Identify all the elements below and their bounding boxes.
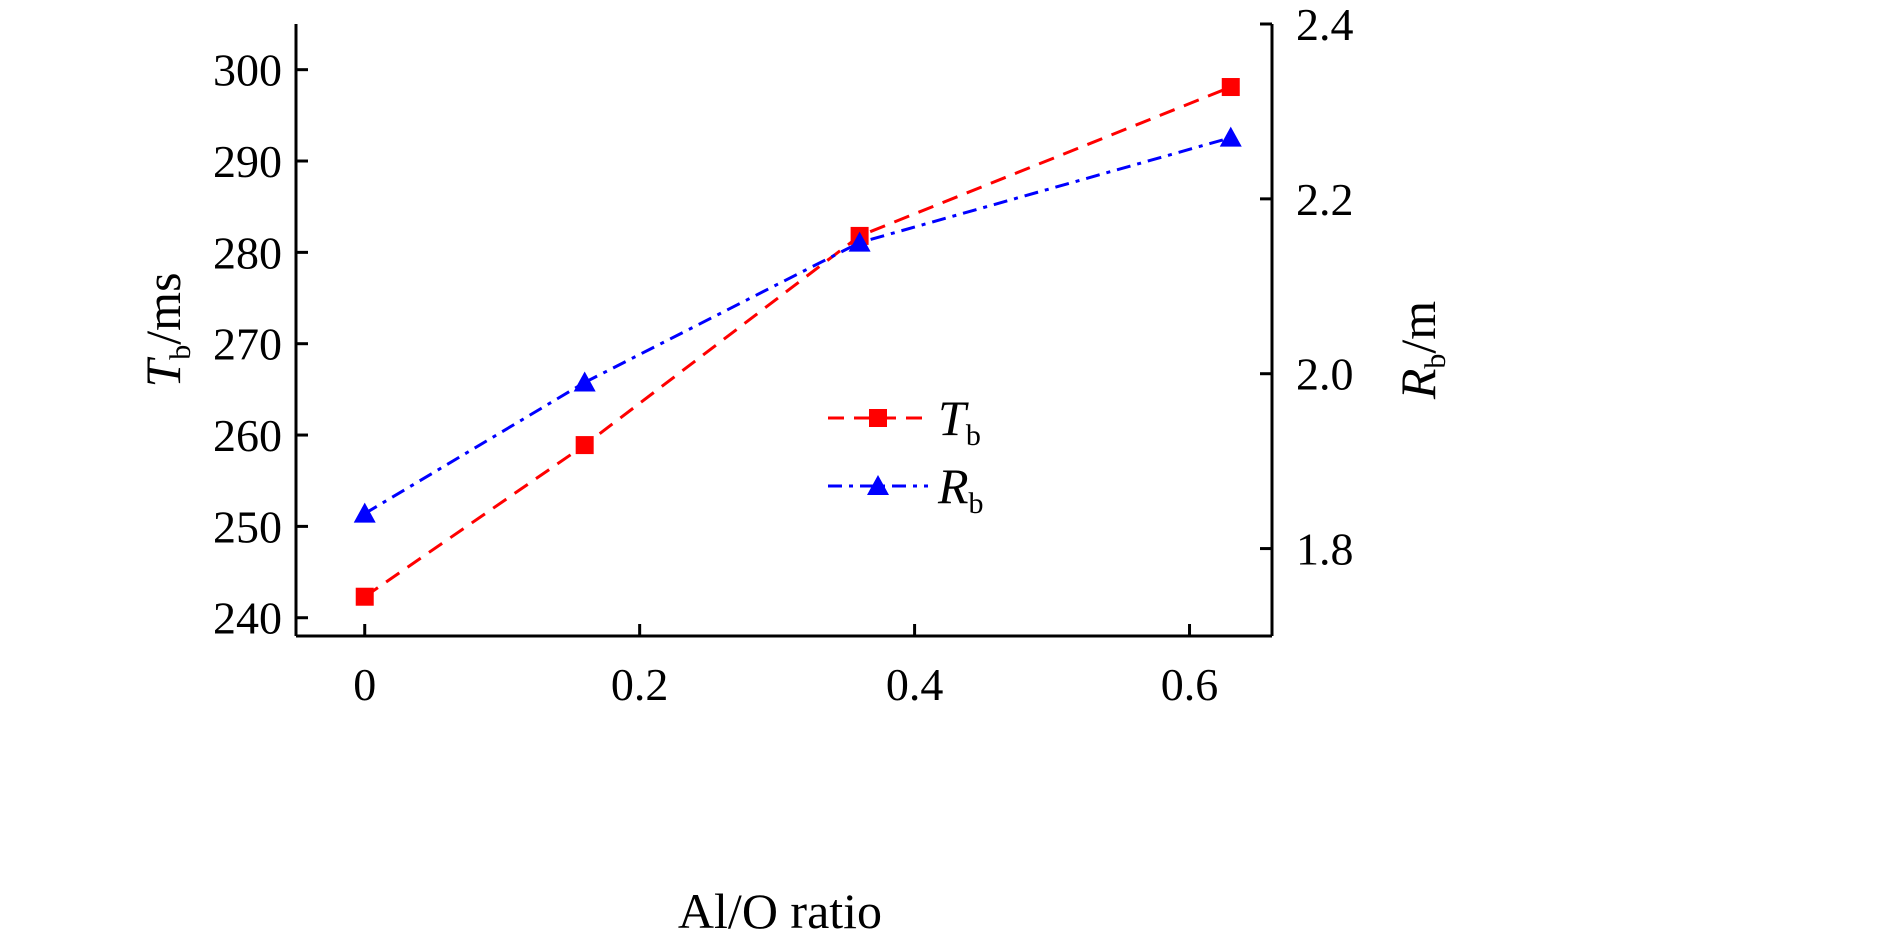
series-t xyxy=(355,78,1240,606)
x-tick-label: 0.6 xyxy=(1161,659,1219,710)
data-point xyxy=(575,436,594,455)
y-axis-title-unit: /ms xyxy=(135,272,191,344)
data-point xyxy=(1219,126,1242,147)
y2-axis-title-main: R xyxy=(1390,369,1446,401)
y-tick-label: 250 xyxy=(213,501,282,552)
data-point xyxy=(573,371,596,392)
legend-label: Rb xyxy=(937,458,984,520)
y-axis-title: Tb/ms xyxy=(135,272,197,387)
legend-label: Tb xyxy=(938,390,981,452)
x-tick-label: 0.4 xyxy=(886,659,944,710)
y2-axis-title-sub: b xyxy=(1419,354,1452,369)
y2-axis-title: Rb/m xyxy=(1390,301,1452,400)
series-line xyxy=(363,136,1232,515)
data-point xyxy=(848,231,871,252)
legend-item-r: Rb xyxy=(828,458,984,520)
data-point xyxy=(355,587,374,606)
series-r xyxy=(353,126,1242,523)
y-axis-title-sub: b xyxy=(164,345,197,360)
y-tick-label: 290 xyxy=(213,136,282,187)
series-layer xyxy=(353,78,1242,606)
legend-marker xyxy=(867,475,889,495)
legend-marker xyxy=(869,409,887,427)
y-tick-label: 260 xyxy=(213,410,282,461)
y-tick-label: 270 xyxy=(213,319,282,370)
y2-tick-label: 2.4 xyxy=(1296,0,1354,50)
series-line xyxy=(363,85,1232,598)
y-axis-title-main: T xyxy=(135,357,191,388)
y-tick-label: 300 xyxy=(213,45,282,96)
data-point xyxy=(353,502,376,523)
y2-tick-label: 2.0 xyxy=(1296,349,1354,400)
y-tick-label: 240 xyxy=(213,593,282,644)
x-tick-label: 0 xyxy=(353,659,376,710)
x-axis-title: Al/O ratio xyxy=(678,883,882,939)
x-tick-label: 0.2 xyxy=(611,659,669,710)
data-point xyxy=(1221,78,1240,97)
y-tick-label: 280 xyxy=(213,227,282,278)
axes: 0 0.2 0.4 0.6 240 250 260 270 280 290 300 1.8 2.0 2.2… xyxy=(213,0,1354,710)
y2-tick-label: 1.8 xyxy=(1296,524,1354,575)
legend-item-t: Tb xyxy=(828,390,981,452)
y2-axis-title-unit: /m xyxy=(1390,301,1446,354)
y2-tick-label: 2.2 xyxy=(1296,174,1354,225)
